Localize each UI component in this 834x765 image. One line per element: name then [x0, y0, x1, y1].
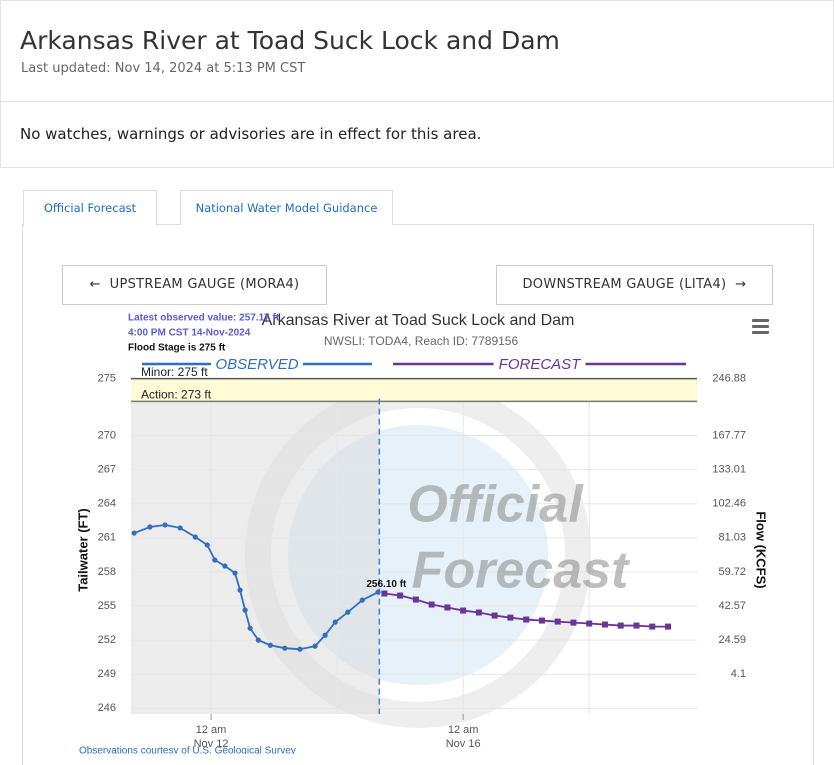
- forecast-label: FORECAST: [499, 356, 583, 373]
- flood-stage-note: Flood Stage is 275 ft: [128, 343, 226, 354]
- series-line: [133, 524, 379, 651]
- x-tick-date: Nov 12: [194, 738, 229, 750]
- title-bg: [128, 312, 284, 356]
- y2-tick-label: 246.88: [712, 373, 746, 385]
- threshold-label: Action: 273 ft: [141, 388, 212, 402]
- latest-observed: Latest observed value: 257.17 ft: [128, 313, 280, 324]
- latest-time: 4:00 PM CST 14-Nov-2024: [128, 328, 251, 339]
- y2-tick-label: 24.59: [718, 634, 746, 646]
- point: [242, 607, 248, 613]
- point: [617, 622, 624, 629]
- y-tick-label: 252: [98, 634, 116, 646]
- point: [162, 522, 168, 528]
- point: [570, 619, 577, 626]
- y2-axis-label: Flow (KCFS): [754, 511, 769, 588]
- downstream-button[interactable]: DOWNSTREAM GAUGE (LITA4) →: [496, 265, 773, 305]
- tab-panel: [22, 224, 814, 765]
- upstream-label: UPSTREAM GAUGE (MORA4): [109, 277, 300, 292]
- point: [177, 525, 183, 531]
- x-tick-time: 12 am: [196, 724, 227, 736]
- point: [255, 637, 261, 643]
- threshold-label: Minor: 275 ft: [141, 365, 208, 379]
- chart-title: Arkansas River at Toad Suck Lock and Dam: [262, 312, 575, 329]
- tab-official[interactable]: Official Forecast: [23, 190, 157, 226]
- last-updated: Last updated: Nov 14, 2024 at 5:13 PM CS…: [21, 61, 306, 76]
- point: [491, 612, 498, 619]
- y2-tick-label: 4.1: [731, 668, 746, 680]
- y2-tick-label: 81.03: [718, 532, 746, 544]
- point: [232, 570, 238, 576]
- y-tick-label: 264: [98, 498, 116, 510]
- y-tick-label: 267: [98, 464, 116, 476]
- point: [538, 617, 545, 624]
- y-tick-label: 249: [98, 668, 116, 680]
- watermark-2: Forecast: [412, 542, 631, 600]
- watermark-1: Official: [407, 476, 584, 534]
- downstream-label: DOWNSTREAM GAUGE (LITA4): [522, 277, 727, 292]
- x-tick-time: 12 am: [448, 724, 479, 736]
- point: [204, 542, 210, 548]
- tab-nwm[interactable]: National Water Model Guidance: [180, 190, 393, 225]
- alert-text: No watches, warnings or advisories are i…: [20, 125, 482, 143]
- point: [192, 534, 198, 540]
- point: [507, 614, 514, 621]
- point: [359, 597, 365, 603]
- point: [247, 625, 253, 631]
- chart-subtitle: NWSLI: TODA4, Reach ID: 7789156: [324, 334, 519, 348]
- point: [147, 524, 153, 530]
- y-tick-label: 258: [98, 566, 116, 578]
- y-tick-label: 261: [98, 532, 116, 544]
- point: [397, 592, 404, 599]
- point: [297, 646, 303, 652]
- forecast-bg: [493, 355, 586, 373]
- point: [381, 590, 388, 597]
- menu-icon[interactable]: [752, 319, 769, 334]
- point: [633, 622, 640, 629]
- y-tick-label: 275: [98, 373, 116, 385]
- point: [237, 587, 243, 593]
- point: [222, 563, 228, 569]
- point: [665, 623, 672, 630]
- y2-tick-label: 167.77: [712, 429, 746, 441]
- point: [212, 557, 218, 563]
- point: [475, 609, 482, 616]
- x-tick-date: Nov 16: [446, 738, 481, 750]
- page-title: Arkansas River at Toad Suck Lock and Dam: [20, 26, 560, 55]
- observed-bg: [211, 355, 303, 373]
- y-tick-label: 246: [98, 702, 116, 714]
- y2-tick-label: 133.01: [712, 464, 746, 476]
- y-tick-label: 255: [98, 600, 116, 612]
- point: [586, 620, 593, 627]
- y-axis-label: Tailwater (FT): [75, 508, 90, 592]
- point: [412, 596, 419, 603]
- point: [131, 530, 137, 536]
- observed-label: OBSERVED: [215, 356, 298, 373]
- point: [601, 621, 608, 628]
- point: [428, 601, 435, 608]
- point: [460, 607, 467, 614]
- point: [267, 642, 273, 648]
- point: [649, 623, 656, 630]
- y2-tick-label: 59.72: [718, 566, 746, 578]
- y2-tick-label: 102.46: [712, 498, 746, 510]
- y-tick-label: 270: [98, 429, 116, 441]
- point: [312, 643, 318, 649]
- point: [282, 645, 288, 651]
- y2-tick-label: 42.57: [718, 600, 746, 612]
- point: [345, 609, 351, 615]
- point: [444, 604, 451, 611]
- point: [375, 589, 381, 595]
- observed-shade: [131, 401, 380, 714]
- data-label: 256.10 ft: [366, 579, 407, 590]
- point: [523, 616, 530, 623]
- upstream-button[interactable]: ← UPSTREAM GAUGE (MORA4): [62, 265, 327, 305]
- point: [554, 618, 561, 625]
- point: [322, 632, 328, 638]
- header-card: [0, 0, 834, 102]
- point: [332, 619, 338, 625]
- action-band: [131, 378, 697, 402]
- credit: Observations courtesy of U.S. Geological…: [79, 746, 296, 754]
